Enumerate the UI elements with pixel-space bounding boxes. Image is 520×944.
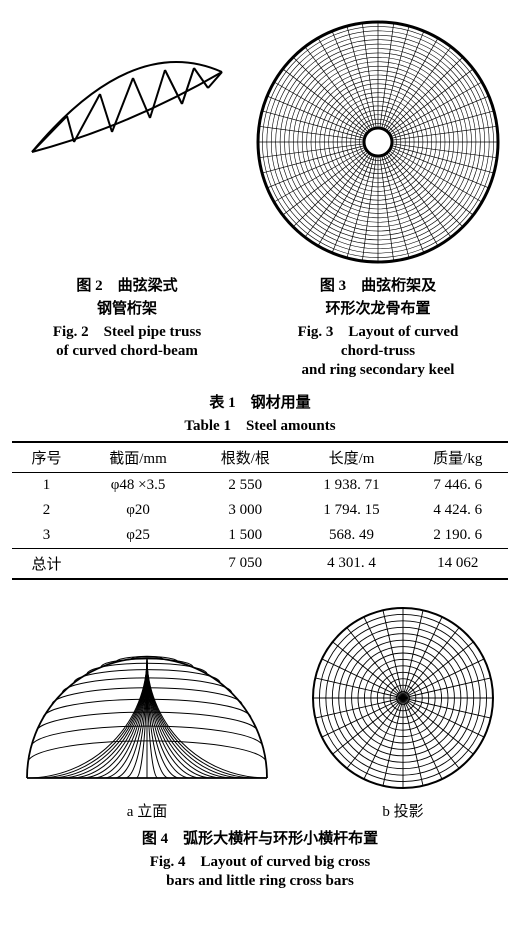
table1-col: 截面/mm bbox=[81, 442, 195, 473]
fig-row-2-3 bbox=[12, 12, 508, 272]
fig3-caption-en3: and ring secondary keel bbox=[248, 362, 508, 379]
fig2-caption-en2: of curved chord-beam bbox=[12, 343, 242, 360]
table1-col: 长度/m bbox=[296, 442, 408, 473]
fig4b-label: b 投影 bbox=[298, 800, 508, 821]
table1-col: 根数/根 bbox=[195, 442, 295, 473]
fig2-caption-cn2: 钢管桁架 bbox=[12, 297, 242, 318]
fig2-caption-cn1: 图 2 曲弦梁式 bbox=[12, 274, 242, 295]
fig4a-dome-diagram bbox=[17, 638, 277, 798]
fig2-caption-en1: Fig. 2 Steel pipe truss bbox=[12, 320, 242, 341]
fig4b-plan-diagram bbox=[303, 598, 503, 798]
table1-header-row: 序号截面/mm根数/根长度/m质量/kg bbox=[12, 442, 508, 473]
fig4-caption-en2: bars and little ring cross bars bbox=[12, 873, 508, 890]
fig4-caption-cn: 图 4 弧形大横杆与环形小横杆布置 bbox=[12, 827, 508, 848]
fig3-caption-cn2: 环形次龙骨布置 bbox=[248, 297, 508, 318]
table1-col: 质量/kg bbox=[408, 442, 508, 473]
table1: 序号截面/mm根数/根长度/m质量/kg 1φ48 ×3.52 5501 938… bbox=[12, 441, 508, 580]
fig4a-label: a 立面 bbox=[12, 800, 282, 821]
fig3-caption-cn1: 图 3 曲弦桁架及 bbox=[248, 274, 508, 295]
fig3-caption-en1: Fig. 3 Layout of curved bbox=[248, 320, 508, 341]
fig3-caption-en2: chord-truss bbox=[248, 343, 508, 360]
fig4-row: a 立面 b 投影 bbox=[12, 598, 508, 823]
table-row: 2φ203 0001 794. 154 424. 6 bbox=[12, 498, 508, 523]
table1-total-row: 总计7 0504 301. 414 062 bbox=[12, 549, 508, 580]
fig3-cell bbox=[248, 12, 508, 272]
fig4a-cell: a 立面 bbox=[12, 638, 282, 823]
table-row: 3φ251 500568. 492 190. 6 bbox=[12, 523, 508, 549]
fig2-caption: 图 2 曲弦梁式 钢管桁架 Fig. 2 Steel pipe truss of… bbox=[12, 272, 242, 362]
table1-title-en: Table 1 Steel amounts bbox=[12, 414, 508, 435]
fig4-caption-en1: Fig. 4 Layout of curved big cross bbox=[12, 850, 508, 871]
fig4b-cell: b 投影 bbox=[298, 598, 508, 823]
fig4-caption: 图 4 弧形大横杆与环形小横杆布置 Fig. 4 Layout of curve… bbox=[12, 827, 508, 890]
table-row: 1φ48 ×3.52 5501 938. 717 446. 6 bbox=[12, 473, 508, 499]
table1-title: 表 1 钢材用量 Table 1 Steel amounts bbox=[12, 391, 508, 435]
table1-col: 序号 bbox=[12, 442, 81, 473]
fig2-cell bbox=[12, 12, 242, 172]
table1-title-cn: 表 1 钢材用量 bbox=[12, 391, 508, 412]
fig3-ring-diagram bbox=[248, 12, 508, 272]
fig2-truss-diagram bbox=[12, 12, 242, 172]
caption-row-2-3: 图 2 曲弦梁式 钢管桁架 Fig. 2 Steel pipe truss of… bbox=[12, 272, 508, 381]
fig3-caption: 图 3 曲弦桁架及 环形次龙骨布置 Fig. 3 Layout of curve… bbox=[248, 272, 508, 381]
